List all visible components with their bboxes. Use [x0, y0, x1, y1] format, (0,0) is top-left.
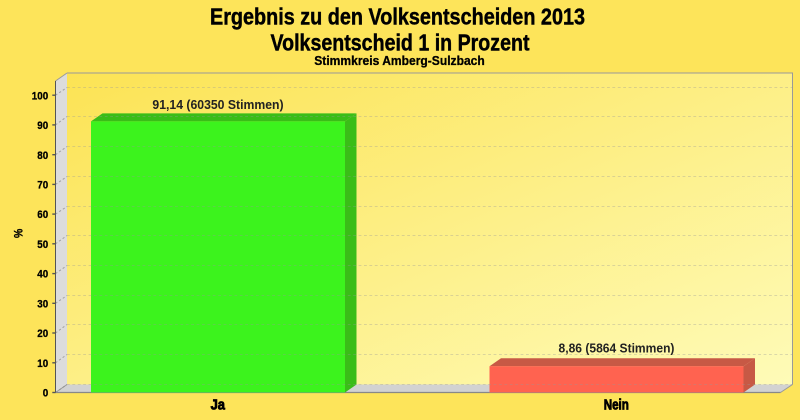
svg-text:60: 60 [37, 209, 48, 221]
svg-text:Ja: Ja [211, 397, 226, 413]
svg-text:10: 10 [37, 358, 48, 370]
svg-text:Nein: Nein [604, 397, 629, 413]
svg-text:Stimmkreis Amberg-Sulzbach: Stimmkreis Amberg-Sulzbach [314, 53, 485, 68]
svg-text:70: 70 [37, 180, 48, 192]
svg-text:50: 50 [37, 239, 48, 251]
svg-text:30: 30 [37, 298, 48, 310]
svg-text:90: 90 [37, 120, 48, 132]
svg-text:91,14 (60350 Stimmen): 91,14 (60350 Stimmen) [152, 98, 283, 112]
svg-text:40: 40 [37, 269, 48, 281]
svg-text:0: 0 [43, 388, 49, 400]
svg-text:100: 100 [32, 90, 48, 102]
svg-text:8,86 (5864 Stimmen): 8,86 (5864 Stimmen) [559, 342, 675, 356]
svg-text:20: 20 [37, 328, 48, 340]
svg-text:Ergebnis zu den Volksentscheid: Ergebnis zu den Volksentscheiden 2013 [210, 4, 585, 30]
svg-text:%: % [12, 228, 26, 238]
svg-text:Volksentscheid 1 in Prozent: Volksentscheid 1 in Prozent [271, 30, 530, 56]
svg-text:80: 80 [37, 150, 48, 162]
